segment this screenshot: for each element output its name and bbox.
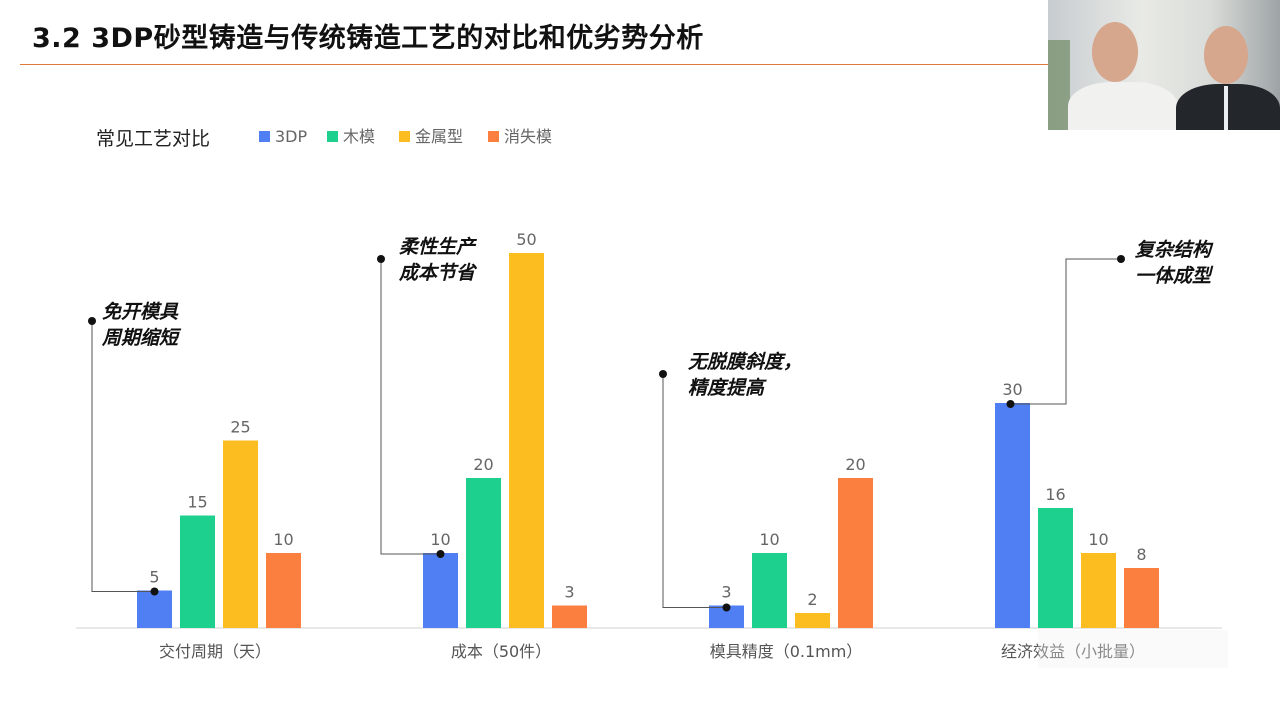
value-label-1-0: 10 — [430, 530, 450, 549]
bar-2-3 — [838, 478, 873, 628]
value-label-0-1: 15 — [187, 493, 207, 512]
value-label-3-3: 8 — [1136, 545, 1146, 564]
bar-3-2 — [1081, 553, 1116, 628]
annotation-text-1-1: 成本节省 — [398, 262, 478, 284]
legend-swatch-1 — [327, 131, 338, 142]
bar-3-1 — [1038, 508, 1073, 628]
bar-3-0 — [995, 403, 1030, 628]
category-label-0: 交付周期（天） — [159, 642, 271, 661]
annotation-anchor-2 — [722, 603, 731, 612]
legend-swatch-2 — [399, 131, 410, 142]
value-label-2-2: 2 — [807, 590, 817, 609]
value-label-0-0: 5 — [149, 568, 159, 587]
value-label-2-1: 10 — [759, 530, 779, 549]
presenter-right-head — [1204, 26, 1248, 84]
category-label-1: 成本（50件） — [451, 642, 551, 661]
legend-swatch-0 — [259, 131, 270, 142]
annotation-text-1-0: 柔性生产 — [399, 236, 478, 258]
slide-title: 3.2 3DP砂型铸造与传统铸造工艺的对比和优劣势分析 — [32, 23, 704, 54]
annotation-text-3-0: 复杂结构 — [1135, 239, 1214, 261]
annotation-anchor-0 — [150, 587, 159, 596]
value-label-1-1: 20 — [473, 455, 493, 474]
annotation-text-0-0: 免开模具 — [102, 301, 179, 323]
bar-2-2 — [795, 613, 830, 628]
presenter-right — [1176, 84, 1280, 130]
chart-title: 常见工艺对比 — [96, 128, 210, 150]
bar-0-0 — [137, 590, 172, 628]
annotation-text-3-1: 一体成型 — [1135, 265, 1214, 287]
annotation-anchor-3 — [1006, 400, 1015, 408]
category-label-3: 经济效益（小批量） — [1001, 642, 1145, 661]
annotation-text-2-0: 无脱膜斜度， — [687, 351, 802, 373]
value-label-1-3: 3 — [564, 583, 574, 602]
bar-0-3 — [266, 553, 301, 628]
value-label-3-1: 16 — [1045, 485, 1065, 504]
bar-3-3 — [1124, 568, 1159, 628]
category-label-2: 模具精度（0.1mm） — [710, 642, 863, 661]
annotation-leader-3 — [1010, 258, 1121, 405]
presenter-left — [1068, 82, 1178, 130]
bar-1-2 — [509, 253, 544, 628]
annotation-leader-1 — [380, 259, 441, 555]
value-label-3-0: 30 — [1002, 380, 1022, 399]
bar-2-0 — [709, 605, 744, 628]
value-label-3-2: 10 — [1088, 530, 1108, 549]
value-label-0-2: 25 — [230, 418, 250, 437]
annotation-leader-2 — [662, 374, 727, 608]
value-label-1-2: 50 — [516, 230, 536, 249]
bar-2-1 — [752, 553, 787, 628]
presenter-left-head — [1092, 22, 1138, 82]
bar-1-1 — [466, 478, 501, 628]
watermark-overlay — [1038, 630, 1228, 668]
video-feed — [1048, 0, 1280, 130]
title-divider — [20, 64, 1050, 65]
annotation-anchor-1 — [436, 550, 445, 558]
annotation-text-2-1: 精度提高 — [688, 377, 767, 399]
legend-label-0: 3DP — [275, 127, 308, 146]
annotation-dot-2 — [659, 370, 667, 378]
video-plant — [1048, 40, 1070, 130]
value-label-2-3: 20 — [845, 455, 865, 474]
legend-swatch-3 — [488, 131, 499, 142]
bar-1-3 — [552, 605, 587, 628]
annotation-dot-3 — [1117, 255, 1125, 263]
presenter-lanyard — [1224, 86, 1228, 130]
legend-label-1: 木模 — [343, 127, 375, 146]
annotation-text-0-1: 周期缩短 — [101, 327, 182, 349]
bar-0-2 — [223, 440, 258, 628]
annotation-dot-0 — [88, 317, 96, 325]
value-label-0-3: 10 — [273, 530, 293, 549]
legend-label-3: 消失模 — [504, 127, 552, 146]
annotation-dot-1 — [377, 255, 385, 263]
bar-0-1 — [180, 515, 215, 628]
annotation-leader-0 — [91, 321, 155, 592]
value-label-2-0: 3 — [721, 583, 731, 602]
legend-label-2: 金属型 — [415, 127, 463, 146]
bar-1-0 — [423, 553, 458, 628]
